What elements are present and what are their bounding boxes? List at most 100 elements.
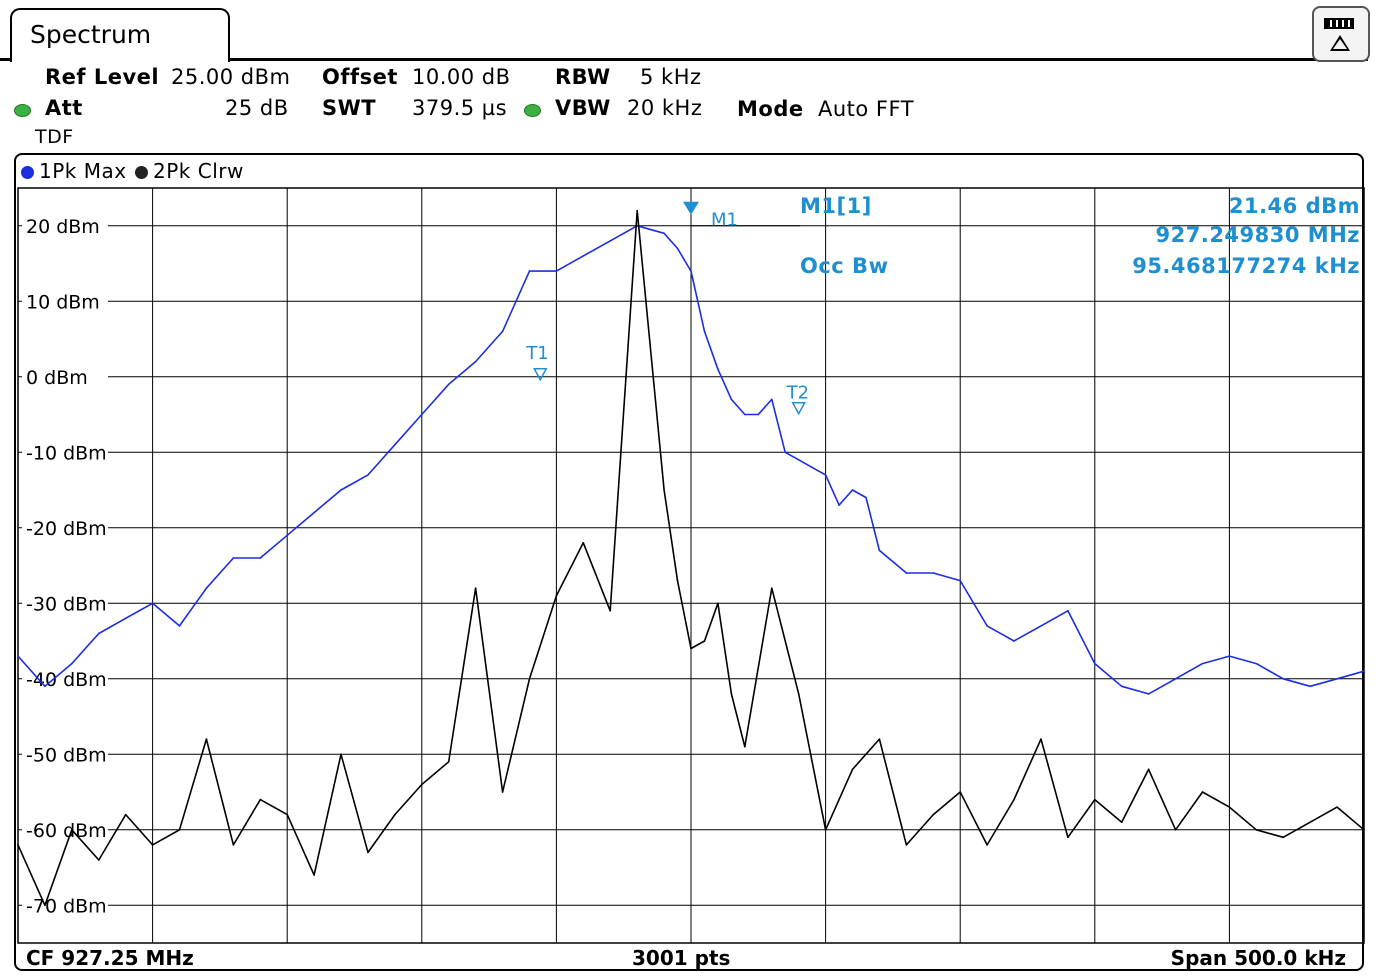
series-2-point: [851, 768, 854, 771]
series-2-point: [178, 828, 181, 831]
span[interactable]: Span 500.0 kHz: [1170, 946, 1346, 970]
t2-tag: T2: [786, 383, 809, 404]
offset-label: Offset: [322, 65, 398, 89]
series-2-point: [528, 677, 531, 680]
series-2-point: [71, 828, 73, 831]
swt-label: SWT: [322, 96, 377, 120]
series-2-point: [340, 753, 342, 756]
series-1-point: [865, 496, 867, 499]
battery-icon: [1324, 18, 1354, 29]
y-tick-label-bg: [22, 591, 108, 614]
series-1-point: [17, 655, 19, 657]
series-2-point: [1094, 798, 1096, 801]
series-1-point: [1067, 610, 1069, 612]
series-2-point: [501, 791, 504, 793]
series-1-point: [71, 662, 73, 665]
series-1-point: [528, 270, 531, 272]
series-1-point: [770, 398, 773, 401]
mode-value[interactable]: Auto FFT: [818, 97, 915, 121]
series-1-point: [124, 617, 127, 620]
y-tick-label: 10 dBm: [26, 291, 100, 313]
series-2-point: [1255, 828, 1258, 831]
series-2-point: [878, 738, 881, 740]
marker-frequency: 927.249830 MHz: [1155, 223, 1360, 247]
y-tick-label: -30 dBm: [26, 593, 107, 615]
center-frequency[interactable]: CF 927.25 MHz: [26, 946, 194, 970]
series-1-point: [784, 451, 787, 454]
t1-tag: T1: [525, 343, 548, 364]
series-1-point: [717, 368, 719, 371]
ref-level-value[interactable]: 25.00 dBm: [171, 65, 291, 89]
series-1-point: [1228, 655, 1231, 657]
offset-value[interactable]: 10.00 dB: [412, 65, 511, 89]
y-tick-label-bg: [22, 213, 108, 236]
y-tick-label-bg: [22, 742, 108, 765]
series-1-point: [824, 474, 827, 476]
series-1-point: [340, 489, 342, 491]
series-2-point: [1363, 828, 1365, 831]
tab-spectrum[interactable]: Spectrum: [10, 8, 230, 62]
series-2-point: [97, 859, 100, 861]
traces: [17, 209, 1365, 907]
series-1-point: [797, 459, 800, 461]
series-1-point: [1174, 677, 1177, 680]
series-2-point: [770, 587, 773, 589]
ref-level-label: Ref Level: [45, 65, 160, 89]
series-1-point: [1336, 677, 1338, 680]
att-value[interactable]: 25 dB: [225, 96, 289, 120]
series-2-point: [744, 745, 746, 748]
rbw-value[interactable]: 5 kHz: [640, 65, 702, 89]
y-tick-label-bg: [22, 817, 108, 840]
series-1-point: [609, 240, 612, 242]
series-1-point: [232, 557, 235, 559]
series-1-point: [676, 247, 679, 250]
series-1-point: [703, 330, 706, 333]
series-1-point: [421, 413, 423, 416]
att-label: Att: [45, 96, 83, 120]
swt-value[interactable]: 379.5 µs: [412, 96, 508, 120]
trace1-label[interactable]: 1Pk Max: [39, 159, 127, 183]
series-1-point: [394, 443, 396, 446]
series-2-point: [676, 579, 679, 582]
marker-name[interactable]: M1[1]: [800, 194, 872, 218]
occbw-value: 95.468177274 kHz: [1132, 254, 1360, 278]
tab-rule-left: [0, 58, 12, 61]
y-tick-label: -60 dBm: [26, 820, 107, 842]
y-tick-label: 20 dBm: [26, 216, 100, 238]
series-2-point: [474, 587, 477, 589]
series-1-point: [205, 587, 208, 589]
series-line-2: [17, 209, 1365, 907]
series-1-point: [97, 632, 100, 635]
tab-label: Spectrum: [30, 20, 152, 49]
series-2-point: [986, 844, 988, 846]
rbw-label: RBW: [555, 65, 611, 89]
series-2-point: [905, 844, 908, 846]
series-2-point: [151, 844, 154, 846]
tdf-label: TDF: [35, 126, 74, 148]
series-1-point: [1309, 685, 1311, 688]
series-2-point: [1174, 828, 1177, 831]
sweep-points[interactable]: 3001 pts: [632, 946, 731, 970]
series-2-point: [663, 489, 665, 491]
series-1-point: [1255, 662, 1258, 665]
y-tick-label: -20 dBm: [26, 518, 107, 540]
att-status-icon: [14, 104, 31, 117]
y-tick-label: -50 dBm: [26, 744, 107, 766]
series-1-point: [582, 255, 585, 257]
series-2-point: [232, 844, 235, 846]
vbw-value[interactable]: 20 kHz: [627, 96, 703, 120]
series-1-point: [1201, 662, 1204, 665]
series-2-point: [1040, 738, 1042, 740]
series-2-point: [421, 783, 423, 786]
y-tick-label-bg: [22, 893, 108, 916]
series-1-point: [286, 534, 289, 537]
series-2-point: [824, 828, 827, 831]
series-2-point: [17, 844, 19, 846]
trace2-label[interactable]: 2Pk Clrw: [153, 159, 244, 183]
series-1-point: [932, 572, 935, 574]
display-config-button[interactable]: [1312, 6, 1370, 62]
series-1-point: [851, 489, 854, 491]
series-1-point: [986, 625, 988, 627]
y-tick-label-bg: [22, 289, 108, 312]
